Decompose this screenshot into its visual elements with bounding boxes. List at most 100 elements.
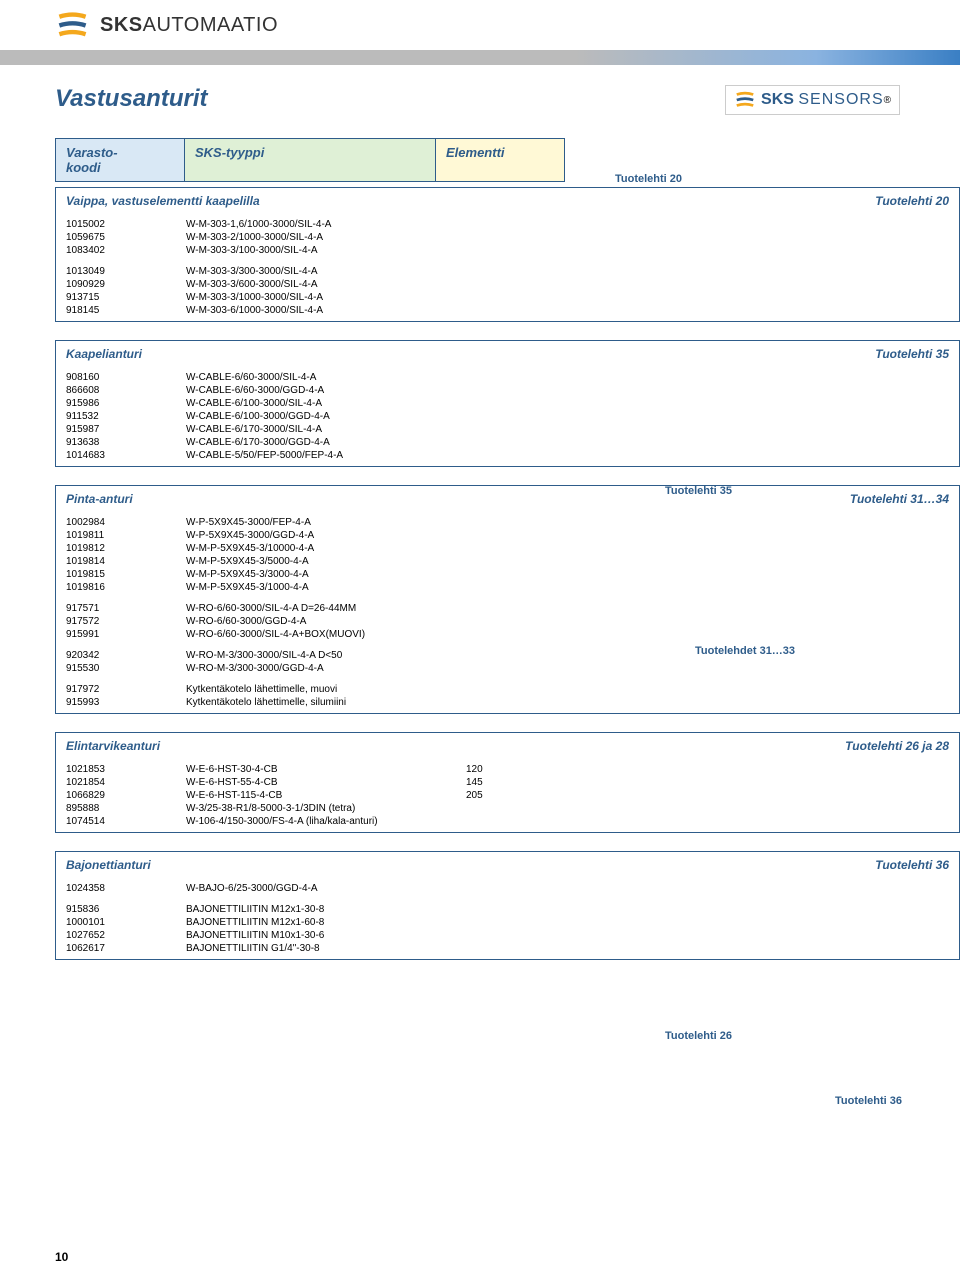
- table-row: 1013049W-M-303-3/300-3000/SIL-4-A: [56, 265, 959, 278]
- cell-code: 917972: [66, 684, 186, 695]
- cell-code: 1013049: [66, 266, 186, 277]
- registered-mark: ®: [884, 95, 891, 106]
- side-label-t26: Tuotelehti 26: [665, 1030, 732, 1042]
- cell-code: 1090929: [66, 279, 186, 290]
- cell-type: W-BAJO-6/25-3000/GGD-4-A: [186, 883, 466, 894]
- cell-code: 1062617: [66, 943, 186, 954]
- table-row: 1015002W-M-303-1,6/1000-3000/SIL-4-A: [56, 218, 959, 231]
- cell-type: W-M-P-5X9X45-3/3000-4-A: [186, 569, 466, 580]
- table-row: 1000101BAJONETTILIITIN M12x1-60-8: [56, 916, 959, 929]
- cell-code: 895888: [66, 803, 186, 814]
- section-box: ElintarvikeanturiTuotelehti 26 ja 281021…: [55, 732, 960, 833]
- cell-type: Kytkentäkotelo lähettimelle, silumiini: [186, 697, 466, 708]
- cell-code: 1000101: [66, 917, 186, 928]
- section-name: Pinta-anturi: [66, 492, 133, 506]
- table-row: 1021853W-E-6-HST-30-4-CB120: [56, 763, 959, 776]
- table-row: 1019811W-P-5X9X45-3000/GGD-4-A: [56, 529, 959, 542]
- table-row: 920342W-RO-M-3/300-3000/SIL-4-A D<50: [56, 649, 959, 662]
- cell-type: W-M-303-3/600-3000/SIL-4-A: [186, 279, 466, 290]
- section-name: Kaapelianturi: [66, 347, 142, 361]
- cell-code: 915836: [66, 904, 186, 915]
- section-ref: Tuotelehti 36: [875, 858, 949, 872]
- cell-code: 1015002: [66, 219, 186, 230]
- table-row: 917571W-RO-6/60-3000/SIL-4-A D=26-44MM: [56, 602, 959, 615]
- cell-type: W-M-P-5X9X45-3/5000-4-A: [186, 556, 466, 567]
- section-box: Pinta-anturiTuotelehti 31…341002984W-P-5…: [55, 485, 960, 714]
- table-row: 915991W-RO-6/60-3000/SIL-4-A+BOX(MUOVI): [56, 628, 959, 641]
- cell-code: 917571: [66, 603, 186, 614]
- cell-type: W-RO-6/60-3000/SIL-4-A D=26-44MM: [186, 603, 466, 614]
- side-label-t36: Tuotelehti 36: [835, 1095, 902, 1107]
- cell-type: W-106-4/150-3000/FS-4-A (liha/kala-antur…: [186, 816, 466, 827]
- section-title: Pinta-anturi Tuotelehti 31…34: [56, 486, 959, 512]
- cell-code: 1066829: [66, 790, 186, 801]
- cell-code: 915530: [66, 663, 186, 674]
- section-ref: Tuotelehti 35: [875, 347, 949, 361]
- cell-type: W-M-P-5X9X45-3/1000-4-A: [186, 582, 466, 593]
- table-row: 1024358W-BAJO-6/25-3000/GGD-4-A: [56, 882, 959, 895]
- table-row: 915993Kytkentäkotelo lähettimelle, silum…: [56, 696, 959, 709]
- table-row: 1090929W-M-303-3/600-3000/SIL-4-A: [56, 278, 959, 291]
- table-row: 1014683W-CABLE-5/50/FEP-5000/FEP-4-A: [56, 449, 959, 462]
- page-number: 10: [55, 1250, 68, 1264]
- cell-type: W-CABLE-6/170-3000/GGD-4-A: [186, 437, 466, 448]
- cell-type: W-CABLE-6/100-3000/SIL-4-A: [186, 398, 466, 409]
- table-row: 915836BAJONETTILIITIN M12x1-30-8: [56, 903, 959, 916]
- rows-container: 1021853W-E-6-HST-30-4-CB1201021854W-E-6-…: [56, 759, 959, 832]
- table-row: 917572W-RO-6/60-3000/GGD-4-A: [56, 615, 959, 628]
- table-row: 1083402W-M-303-3/100-3000/SIL-4-A: [56, 244, 959, 257]
- table-row: 915986W-CABLE-6/100-3000/SIL-4-A: [56, 397, 959, 410]
- cell-type: W-RO-M-3/300-3000/GGD-4-A: [186, 663, 466, 674]
- cell-type: BAJONETTILIITIN M12x1-30-8: [186, 904, 466, 915]
- section-title: Kaapelianturi Tuotelehti 35: [56, 341, 959, 367]
- cell-code: 1019812: [66, 543, 186, 554]
- cell-code: 920342: [66, 650, 186, 661]
- cell-code: 1024358: [66, 883, 186, 894]
- cell-elem: 205: [466, 790, 546, 801]
- table-row: 917972Kytkentäkotelo lähettimelle, muovi: [56, 683, 959, 696]
- cell-type: W-CABLE-5/50/FEP-5000/FEP-4-A: [186, 450, 466, 461]
- cell-elem: 120: [466, 764, 546, 775]
- table-row: 915987W-CABLE-6/170-3000/SIL-4-A: [56, 423, 959, 436]
- section-box: Vaippa, vastuselementti kaapelillaTuotel…: [55, 187, 960, 322]
- section-ref: Tuotelehti 31…34: [850, 492, 949, 506]
- cell-type: W-M-303-3/1000-3000/SIL-4-A: [186, 292, 466, 303]
- gradient-bar: [0, 50, 960, 65]
- table-header: Varasto- koodi SKS-tyyppi Elementti: [55, 138, 565, 182]
- th-type: SKS-tyyppi: [185, 138, 435, 182]
- section-title: ElintarvikeanturiTuotelehti 26 ja 28: [56, 733, 959, 759]
- cell-code: 915987: [66, 424, 186, 435]
- cell-type: W-M-303-2/1000-3000/SIL-4-A: [186, 232, 466, 243]
- cell-type: W-CABLE-6/170-3000/SIL-4-A: [186, 424, 466, 435]
- sensors-brand-logo: SKS SENSORS®: [725, 85, 900, 115]
- cell-code: 911532: [66, 411, 186, 422]
- cell-type: W-M-303-3/100-3000/SIL-4-A: [186, 245, 466, 256]
- cell-type: W-E-6-HST-115-4-CB: [186, 790, 466, 801]
- cell-type: W-RO-6/60-3000/SIL-4-A+BOX(MUOVI): [186, 629, 466, 640]
- cell-type: W-P-5X9X45-3000/FEP-4-A: [186, 517, 466, 528]
- cell-type: W-E-6-HST-30-4-CB: [186, 764, 466, 775]
- cell-elem: [466, 803, 546, 814]
- cell-code: 1059675: [66, 232, 186, 243]
- cell-type: BAJONETTILIITIN M12x1-60-8: [186, 917, 466, 928]
- section-box: Kaapelianturi Tuotelehti 35 908160W-CABLE-…: [55, 340, 960, 467]
- rows-container: 1024358W-BAJO-6/25-3000/GGD-4-A915836BAJ…: [56, 878, 959, 959]
- cell-elem: [466, 816, 546, 827]
- section-name: Bajonettianturi: [66, 858, 151, 872]
- table-row: 913638W-CABLE-6/170-3000/GGD-4-A: [56, 436, 959, 449]
- cell-code: 1019816: [66, 582, 186, 593]
- cell-code: 915993: [66, 697, 186, 708]
- cell-type: W-E-6-HST-55-4-CB: [186, 777, 466, 788]
- rows-container: 908160W-CABLE-6/60-3000/SIL-4-A866608W-C…: [56, 367, 959, 466]
- cell-code: 1083402: [66, 245, 186, 256]
- table-row: 1074514W-106-4/150-3000/FS-4-A (liha/kal…: [56, 815, 959, 828]
- cell-type: W-RO-M-3/300-3000/SIL-4-A D<50: [186, 650, 466, 661]
- cell-type: W-M-303-3/300-3000/SIL-4-A: [186, 266, 466, 277]
- cell-elem: 145: [466, 777, 546, 788]
- sensors-brand-text: SKS: [761, 91, 794, 109]
- side-label-t20: Tuotelehti 20: [615, 173, 682, 185]
- page-header: SKSAUTOMAATIO: [0, 0, 960, 50]
- cell-code: 917572: [66, 616, 186, 627]
- cell-type: BAJONETTILIITIN G1/4"-30-8: [186, 943, 466, 954]
- table-row: 1019816W-M-P-5X9X45-3/1000-4-A: [56, 581, 959, 594]
